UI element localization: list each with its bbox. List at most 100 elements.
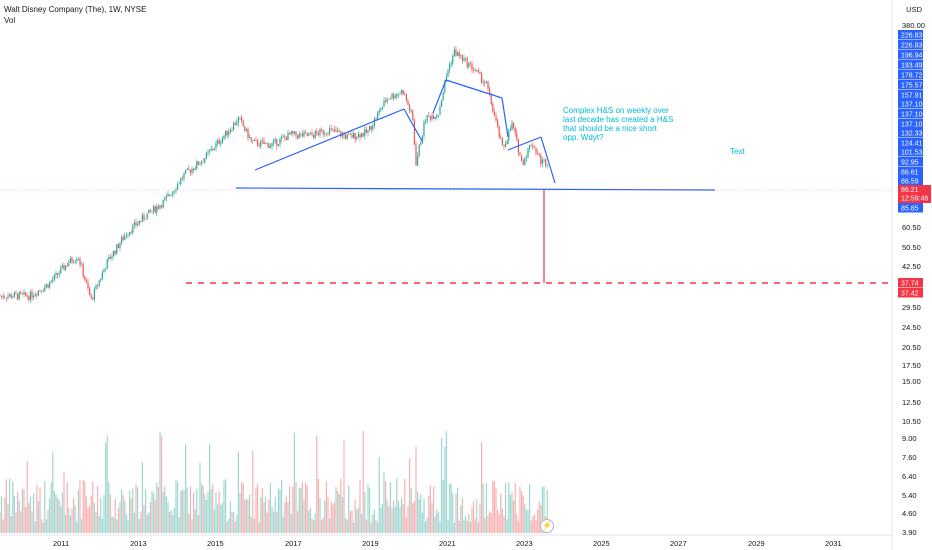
candle-body [327,133,329,135]
note-line[interactable]: Complex H&S on weekly over [563,106,669,115]
symbol-title[interactable]: Walt Disney Company (The), 1W, NYSE [4,5,147,14]
candle-body [433,115,435,119]
volume-bar [212,484,214,533]
candle-body [268,143,270,149]
price-tag[interactable]: 175.57 [898,80,923,90]
low-price-tag[interactable]: 85.85 [898,203,923,213]
candle-body [295,131,297,136]
volume-bar [423,498,425,533]
price-tag[interactable]: 157.91 [898,90,923,100]
volume-bar [73,498,75,533]
candle-body [151,211,153,212]
volume-bar [100,497,102,533]
price-tag[interactable]: 196.94 [898,50,923,60]
price-tag[interactable]: 124.41 [898,138,923,148]
volume-bar [498,514,500,533]
candle-body [482,82,484,83]
volume-bar [218,491,220,533]
head-drop[interactable] [501,97,509,138]
right-shoulder-rise[interactable] [507,136,542,151]
price-axis-label: 9.00 [902,434,917,443]
price-tag[interactable]: 86.61 [898,167,923,177]
neckline-trendline[interactable] [235,187,716,191]
target-price-tag[interactable]: 37.74 [898,278,923,288]
candle-body [333,129,335,132]
volume-bar [113,517,115,533]
volume-bar [215,491,217,533]
head-top[interactable] [445,79,503,99]
head-rise[interactable] [432,79,447,114]
volume-bar [471,507,473,533]
text-label[interactable]: Text [730,147,745,156]
volume-bar [229,501,231,533]
candle-body [274,138,276,141]
price-tag[interactable]: 86.59 [898,176,923,186]
volume-bar [77,490,79,533]
volume-bar [268,500,270,533]
volume-bar [401,497,403,533]
price-tag[interactable]: 92.95 [898,157,923,167]
price-tag[interactable]: 101.53 [898,147,923,157]
volume-bar [460,505,462,533]
price-tag[interactable]: 226.83 [898,30,923,40]
candle-body [473,69,475,71]
price-tag[interactable]: 178.72 [898,70,923,80]
candle-body [92,297,94,300]
note-line[interactable]: that should be a nice short [563,124,658,133]
note-line[interactable]: last decade has created a H&S [563,115,673,124]
volume-bar [413,501,415,533]
volume-bar [279,489,281,533]
candle-body [247,128,249,139]
volume-bar [282,516,284,533]
price-tag[interactable]: 137.10 [898,119,923,129]
left-shoulder-drop[interactable] [403,108,423,142]
volume-bar [10,516,12,533]
time-axis-label: 2029 [748,539,765,548]
candle-body [183,173,185,179]
volume-bar [537,509,539,533]
volume-indicator-label[interactable]: Vol [4,16,16,25]
svg-text:124.41: 124.41 [901,141,923,148]
volume-bar [121,489,123,533]
candle-body [321,129,323,131]
volume-bar [303,498,305,533]
price-tag[interactable]: 193.49 [898,60,923,70]
lightning-icon[interactable]: ⚡ [540,519,554,533]
right-shoulder-drop[interactable] [540,136,556,184]
candle-body [241,117,243,121]
candle-body [397,94,399,95]
candle-body [420,142,422,145]
volume-bar [274,496,276,533]
target-price-tag[interactable]: 37.42 [898,288,923,298]
price-tag[interactable]: 226.83 [898,40,923,50]
candle-body [29,291,31,300]
last-price-tag[interactable]: 86.21 12:59:46 [898,185,931,203]
candle-body [52,279,54,282]
price-tag[interactable]: 132.33 [898,128,923,138]
candle-body [145,219,147,220]
candle-body [114,250,116,254]
volume-bar [445,430,447,533]
volume-bar [295,482,297,533]
price-tag[interactable]: 137.10 [898,99,923,109]
volume-bar [93,503,95,533]
price-axis-label: 42.50 [902,262,921,271]
candle-body [370,126,372,130]
note-line[interactable]: opp. Wdyt? [563,133,604,142]
currency-label[interactable]: USD [906,5,922,14]
candle-body [236,122,238,125]
candle-body [490,93,492,105]
price-tag[interactable]: 137.10 [898,109,923,119]
candle-body [34,294,36,297]
volume-bar [481,442,483,533]
left-shoulder-line[interactable] [254,108,405,171]
volume-bar [525,509,527,533]
volume-bar [313,520,315,533]
candle-body [85,280,87,283]
candle-body [434,117,436,119]
volume-bar [535,520,537,533]
volume-bar [402,504,404,533]
candle-body [5,297,7,299]
volume-bar [169,511,171,533]
